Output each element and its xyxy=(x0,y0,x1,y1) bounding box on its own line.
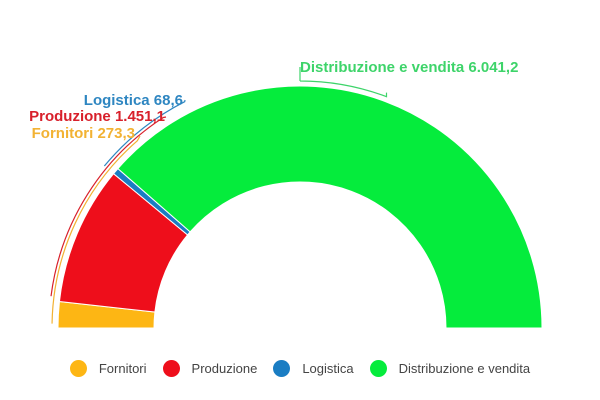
legend-item-distribuzione[interactable]: Distribuzione e vendita xyxy=(369,360,531,377)
chart-legend: Fornitori Produzione Logistica Distribuz… xyxy=(0,360,600,377)
leader-line xyxy=(51,135,141,324)
legend-label: Distribuzione e vendita xyxy=(398,361,531,376)
label-fornitori: Fornitori 273,3 xyxy=(32,125,135,142)
leader-line xyxy=(50,116,167,297)
legend-item-fornitori[interactable]: Fornitori xyxy=(69,360,147,377)
label-logistica: Logistica 68,6 xyxy=(84,92,183,109)
legend-label: Fornitori xyxy=(98,361,147,376)
legend-item-logistica[interactable]: Logistica xyxy=(273,360,354,377)
label-leader-lines xyxy=(50,67,388,324)
segment-distribuzione[interactable] xyxy=(117,85,543,329)
legend-dot-icon xyxy=(273,360,291,377)
leader-line xyxy=(103,99,186,167)
legend-dot-icon xyxy=(69,360,87,377)
legend-dot-icon xyxy=(369,360,387,377)
chart-segments xyxy=(57,85,543,329)
legend-item-produzione[interactable]: Produzione xyxy=(162,360,258,377)
legend-label: Logistica xyxy=(302,361,354,376)
label-produzione: Produzione 1.451,1 xyxy=(29,108,165,125)
leader-line xyxy=(299,67,388,98)
semi-donut-chart: Fornitori 273,3 Produzione 1.451,1 Logis… xyxy=(29,59,543,329)
label-distribuzione: Distribuzione e vendita 6.041,2 xyxy=(300,59,518,76)
legend-label: Produzione xyxy=(191,361,258,376)
legend-dot-icon xyxy=(162,360,180,377)
